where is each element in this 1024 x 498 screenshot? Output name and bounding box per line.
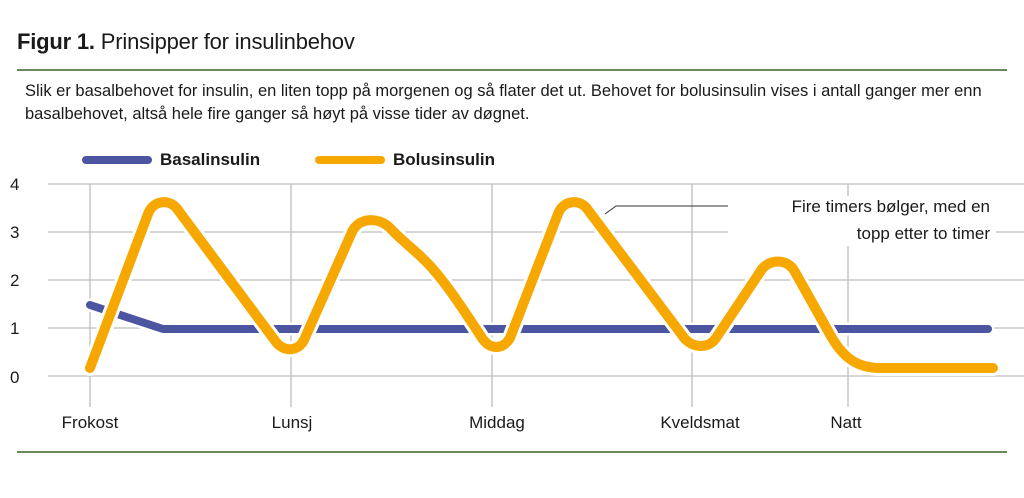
annotation-line-2: topp etter to timer: [857, 224, 991, 243]
y-tick-3: 3: [10, 223, 19, 242]
y-axis-labels: 4 3 2 1 0: [10, 175, 19, 387]
bottom-rule: [17, 451, 1007, 453]
legend-swatch-basal: [82, 156, 152, 164]
y-tick-1: 1: [10, 319, 19, 338]
x-axis-labels: Frokost Lunsj Middag Kveldsmat Natt: [62, 413, 862, 432]
top-rule: [17, 69, 1007, 71]
legend-label-bolus: Bolusinsulin: [393, 150, 495, 169]
legend-item-basal: Basalinsulin: [82, 147, 260, 173]
series-bolusinsulin: [82, 194, 1001, 376]
x-tick-kveldsmat: Kveldsmat: [660, 413, 740, 432]
legend-item-bolus: Bolusinsulin: [315, 147, 495, 173]
y-tick-4: 4: [10, 175, 19, 194]
x-tick-frokost: Frokost: [62, 413, 119, 432]
figure-title: Figur 1. Prinsipper for insulinbehov: [17, 28, 355, 56]
annotation-line-1: Fire timers bølger, med en: [792, 197, 990, 216]
x-tick-natt: Natt: [830, 413, 861, 432]
legend-swatch-bolus: [315, 156, 385, 164]
legend-label-basal: Basalinsulin: [160, 150, 261, 169]
chart-annotation: Fire timers bølger, med en topp etter to…: [604, 196, 996, 246]
figure-title-text: Prinsipper for insulinbehov: [100, 29, 355, 54]
x-tick-lunsj: Lunsj: [272, 413, 313, 432]
figure-label: Figur 1.: [17, 29, 95, 54]
y-tick-2: 2: [10, 271, 19, 290]
figure-description: Slik er basalbehovet for insulin, en lit…: [25, 82, 982, 123]
y-tick-0: 0: [10, 368, 19, 387]
x-tick-middag: Middag: [469, 413, 525, 432]
series-basalinsulin: [83, 298, 995, 336]
